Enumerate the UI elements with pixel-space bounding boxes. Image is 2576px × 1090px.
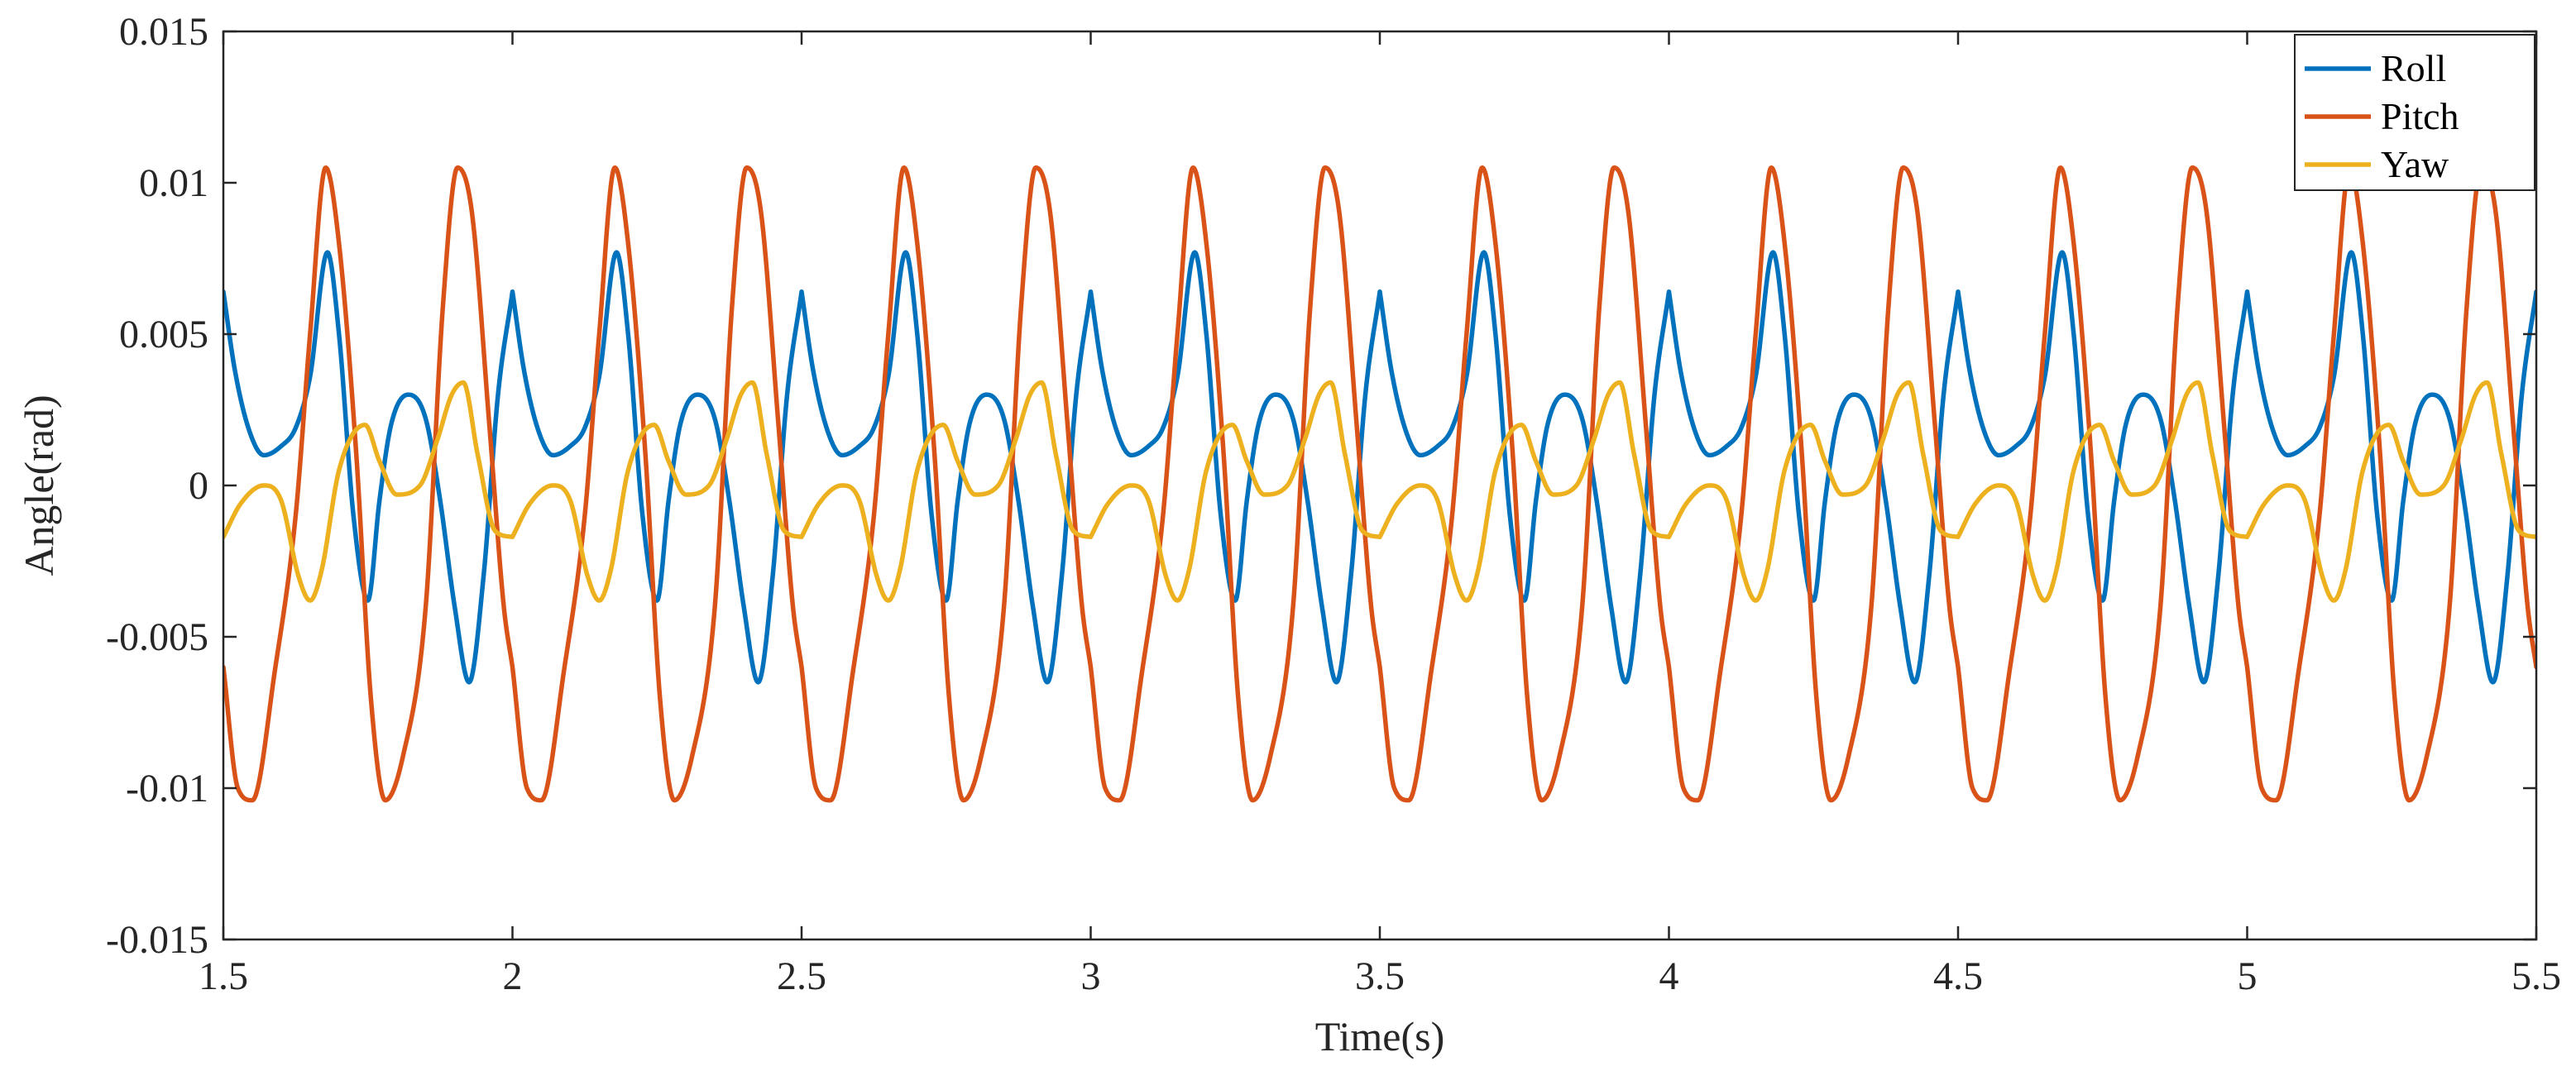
legend: Roll Pitch Yaw <box>2294 34 2535 191</box>
legend-label-roll: Roll <box>2381 47 2446 89</box>
y-tick-label: 0.005 <box>119 313 208 356</box>
series-layer <box>223 165 2536 803</box>
x-tick-label: 2.5 <box>777 954 826 998</box>
y-tick-label: -0.005 <box>106 615 208 659</box>
x-tick-label: 4 <box>1659 954 1679 998</box>
series-line-pitch <box>223 165 2536 803</box>
legend-label-pitch: Pitch <box>2381 95 2459 137</box>
x-tick-label: 3.5 <box>1355 954 1405 998</box>
tick-layer: 1.5 2 2.5 3 3.5 4 4.5 5 5.5 -0.015 -0.01 -0.005 0 0.0… <box>106 10 2561 998</box>
x-tick-label: 3 <box>1081 954 1101 998</box>
y-tick-label: -0.015 <box>106 918 208 962</box>
series-line-yaw <box>223 380 2536 603</box>
y-tick-label: 0.015 <box>119 10 208 54</box>
x-axis-label: Time(s) <box>1315 1013 1445 1059</box>
x-tick-label: 4.5 <box>1933 954 1983 998</box>
y-tick-label: -0.01 <box>126 767 208 810</box>
x-tick-label: 5 <box>2238 954 2258 998</box>
y-tick-label: 0 <box>189 464 208 508</box>
y-axis-label: Angle(rad) <box>16 394 62 576</box>
x-tick-label: 2 <box>503 954 523 998</box>
y-tick-label: 0.01 <box>139 161 208 205</box>
series-line-roll <box>223 250 2536 685</box>
x-tick-label: 5.5 <box>2511 954 2561 998</box>
legend-label-yaw: Yaw <box>2381 143 2449 185</box>
x-tick-label: 1.5 <box>199 954 248 998</box>
